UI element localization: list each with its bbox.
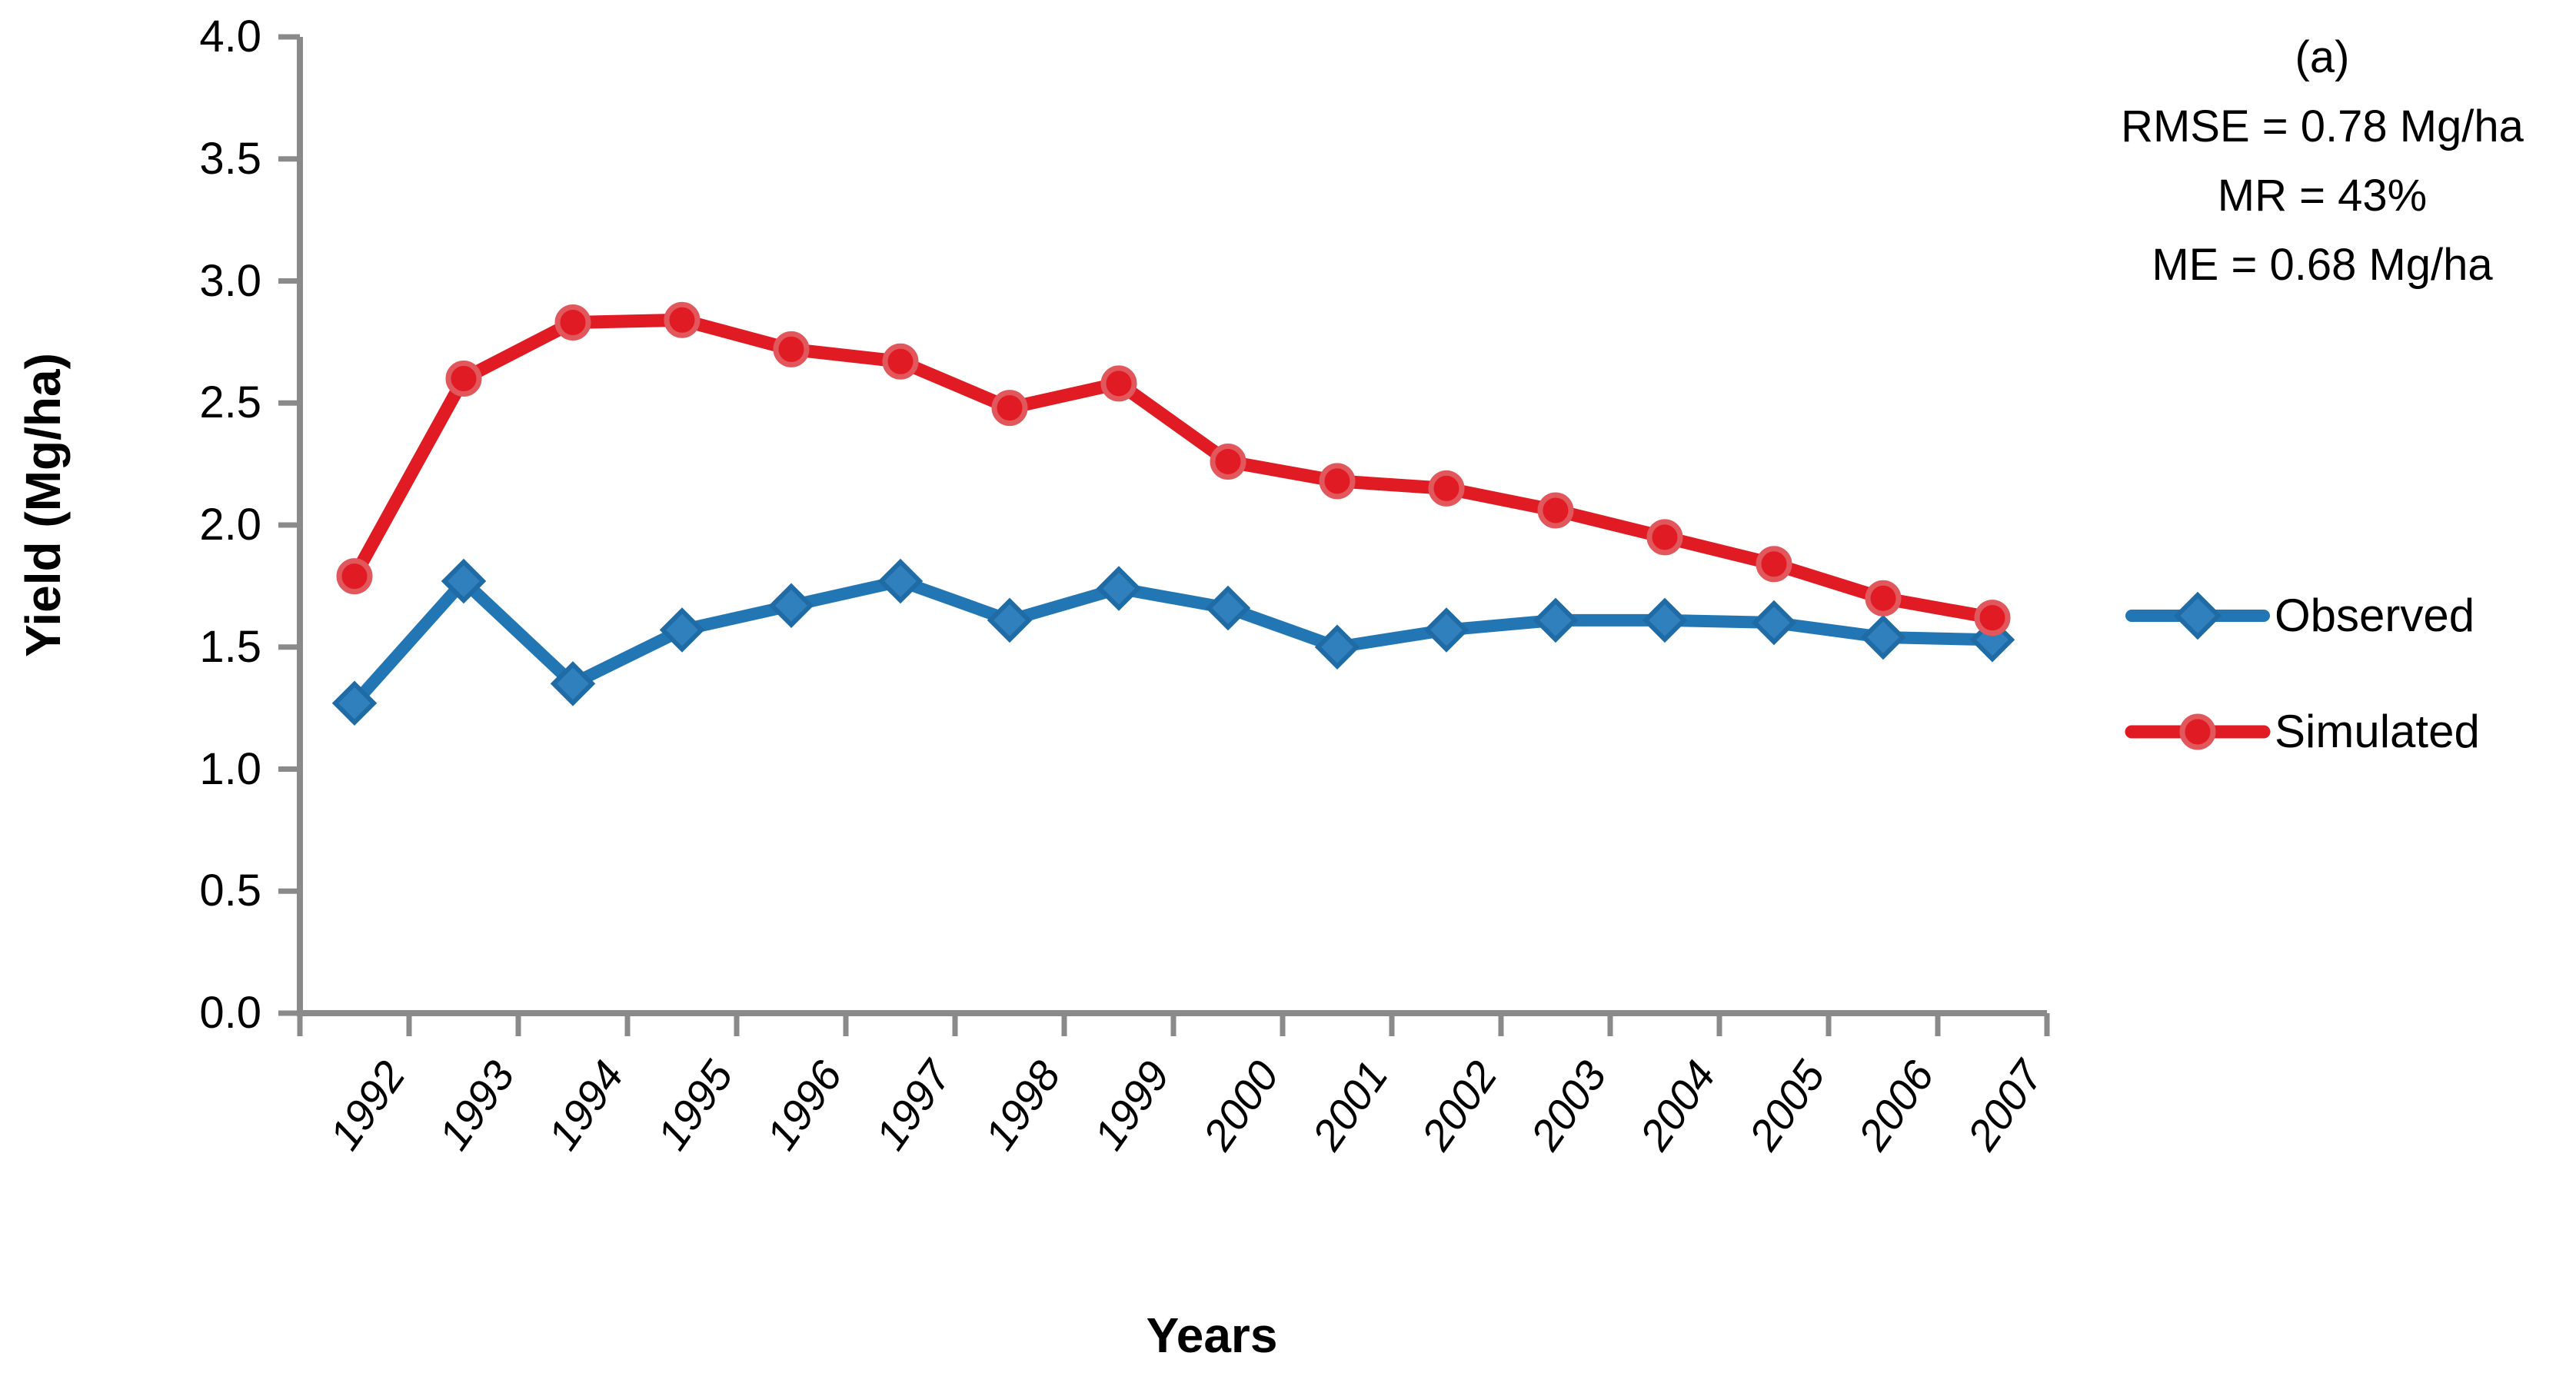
simulated-marker — [1100, 365, 1137, 402]
observed-marker — [1860, 614, 1906, 660]
observed-marker — [1423, 607, 1469, 653]
me-stat: ME = 0.68 Mg/ha — [2152, 240, 2493, 290]
observed-marker — [550, 661, 596, 706]
y-tick-label: 3.0 — [199, 255, 261, 306]
observed-marker — [1205, 585, 1251, 631]
observed-marker — [1751, 600, 1797, 646]
observed-marker — [331, 680, 378, 726]
simulated-marker — [1537, 492, 1574, 529]
observed-marker — [659, 607, 705, 653]
panel-label: (a) — [2295, 32, 2350, 82]
observed-marker — [441, 558, 487, 604]
simulated-marker — [882, 343, 919, 380]
simulated-line — [348, 313, 1994, 625]
y-tick-label: 2.5 — [199, 377, 261, 428]
observed-marker — [1096, 566, 1142, 611]
mr-stat: MR = 43% — [2217, 171, 2428, 221]
simulated-marker — [773, 331, 810, 367]
observed-marker — [1533, 597, 1579, 643]
simulated-marker — [1974, 600, 2011, 636]
y-tick-label: 0.5 — [199, 866, 261, 916]
y-tick-label: 1.0 — [199, 743, 261, 794]
observed-line — [350, 575, 1993, 708]
observed-marker — [987, 597, 1033, 643]
simulated-marker — [1428, 470, 1465, 507]
rmse-stat: RMSE = 0.78 Mg/ha — [2121, 101, 2524, 151]
simulated-marker — [1756, 546, 1792, 583]
simulated-marker — [554, 304, 591, 341]
y-axis-title: Yield (Mg/ha) — [15, 353, 71, 657]
y-tick-label: 4.0 — [199, 12, 261, 61]
stats-annotation: (a) RMSE = 0.78 Mg/ha MR = 43% ME = 0.68… — [2068, 23, 2576, 300]
simulated-marker — [664, 301, 701, 338]
y-tick-label: 3.5 — [199, 133, 261, 184]
simulated-marker — [1319, 463, 1356, 500]
observed-marker — [1642, 597, 1688, 643]
observed-marker — [877, 558, 924, 604]
axis-lines — [297, 37, 2047, 1016]
simulated-marker — [336, 558, 373, 595]
simulated-marker — [1865, 580, 1902, 617]
simulated-marker — [1646, 519, 1683, 556]
y-tick-label: 2.0 — [199, 500, 261, 550]
observed-marker — [768, 583, 814, 629]
simulated-marker — [1210, 443, 1246, 480]
simulated-marker — [991, 390, 1028, 427]
observed-marker — [1314, 624, 1360, 670]
simulated-marker — [2179, 713, 2216, 750]
y-tick-label: 1.5 — [199, 621, 261, 672]
observed-marker — [2173, 591, 2222, 640]
y-tick-label: 0.0 — [199, 988, 261, 1038]
x-axis-title: Years — [1146, 1308, 1278, 1363]
simulated-marker — [445, 361, 482, 397]
